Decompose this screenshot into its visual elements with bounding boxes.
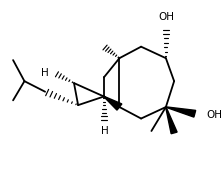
Polygon shape	[104, 96, 120, 107]
Polygon shape	[166, 107, 196, 117]
Text: OH: OH	[158, 12, 174, 22]
Text: H: H	[101, 126, 109, 136]
Text: OH: OH	[206, 110, 222, 120]
Text: H: H	[41, 68, 49, 78]
Polygon shape	[166, 107, 177, 134]
Polygon shape	[104, 96, 122, 110]
